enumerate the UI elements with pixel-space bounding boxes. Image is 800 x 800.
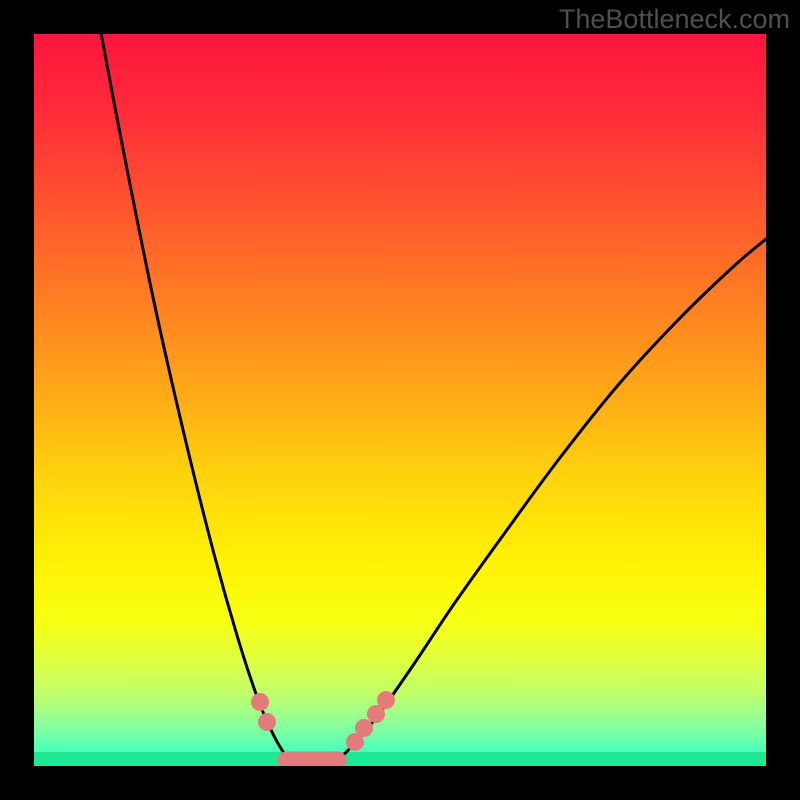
pink-markers [251,691,395,760]
pink-dot [258,713,276,731]
pink-dot [377,691,395,709]
right-curve [334,239,766,764]
figure-container: TheBottleneck.com [0,0,800,800]
pink-dot [251,693,269,711]
left-curve [100,34,294,764]
pink-dot [355,719,373,737]
watermark-text: TheBottleneck.com [559,4,790,35]
plot-area [34,34,766,766]
curve-overlay [34,34,766,766]
